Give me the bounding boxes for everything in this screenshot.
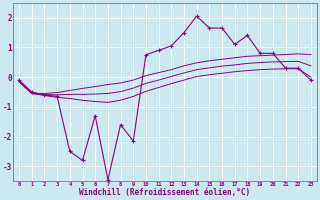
X-axis label: Windchill (Refroidissement éolien,°C): Windchill (Refroidissement éolien,°C) (79, 188, 251, 197)
